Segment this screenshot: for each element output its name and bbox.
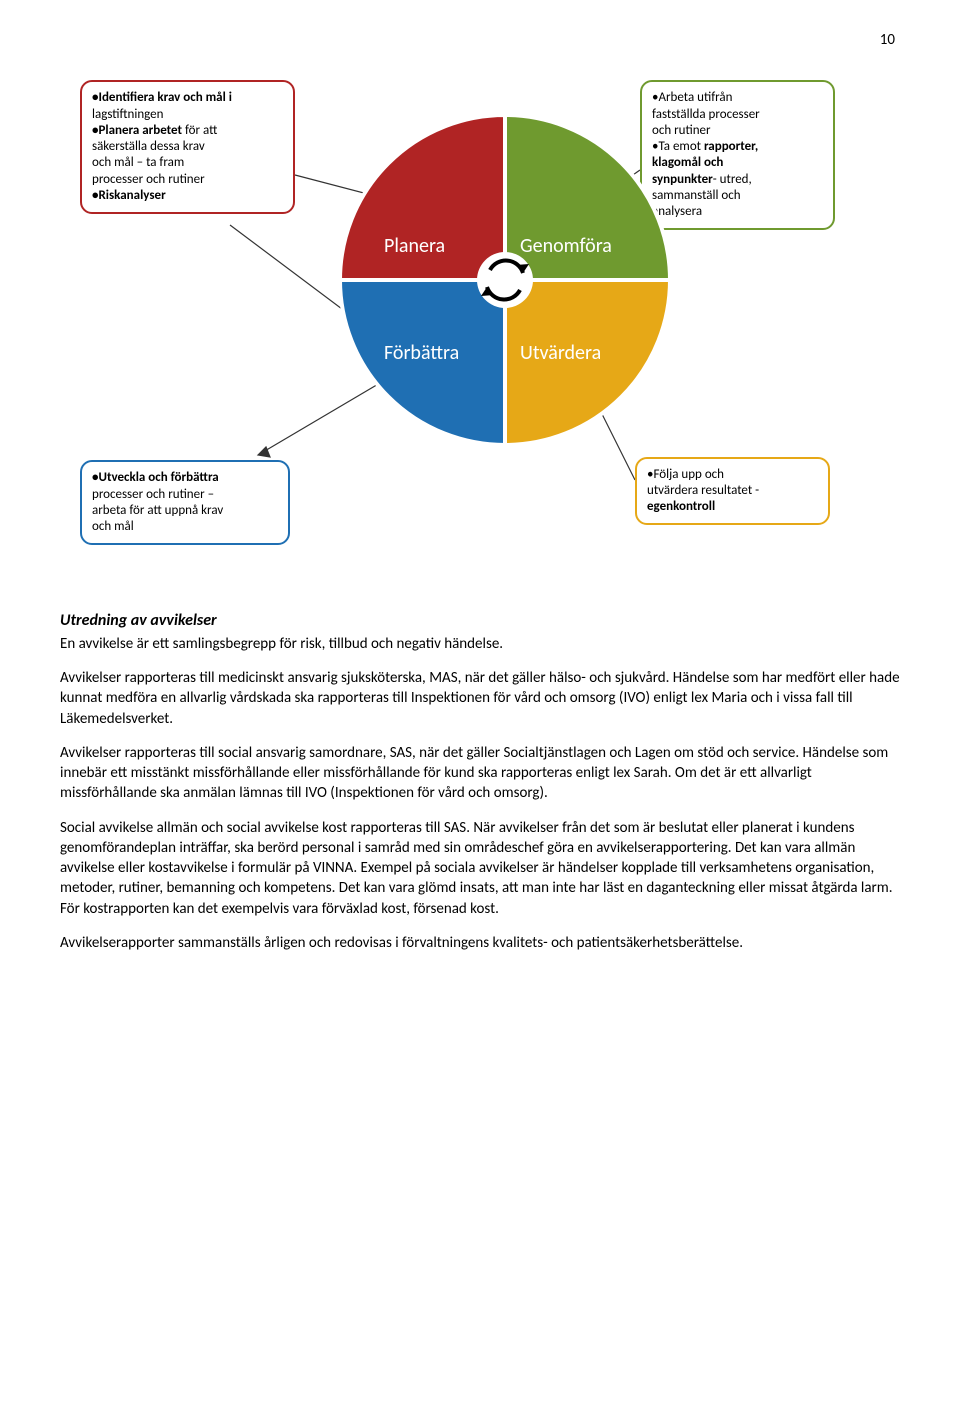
- callout-forbattra: •Utveckla och förbättra processer och ru…: [80, 460, 290, 545]
- slice-label-genomfora: Genomföra: [520, 233, 612, 260]
- slice-label-utvardera: Utvärdera: [520, 340, 601, 367]
- paragraph-2: Avvikelser rapporteras till medicinskt a…: [60, 668, 900, 729]
- callout-utvardera: •Följa upp och utvärdera resultatet - eg…: [635, 457, 830, 526]
- paragraph-5: Avvikelserapporter sammanställs årligen …: [60, 933, 900, 953]
- txt: för att: [182, 123, 217, 138]
- txt: och mål – ta fram: [92, 155, 184, 170]
- txt: lagstiftningen: [92, 107, 163, 122]
- slice-label-planera: Planera: [384, 233, 445, 260]
- pdca-pie: Planera Genomföra Förbättra Utvärdera: [340, 115, 670, 445]
- txt: rapporter,: [704, 139, 758, 154]
- txt: egenkontroll: [647, 499, 715, 514]
- pdca-diagram: •Identifiera krav och mål i lagstiftning…: [80, 60, 880, 580]
- txt: •Följa upp och: [647, 467, 724, 482]
- section-title: Utredning av avvikelser: [60, 610, 900, 632]
- paragraph-4: Social avvikelse allmän och social avvik…: [60, 818, 900, 919]
- txt: processer och rutiner: [92, 172, 205, 187]
- page-number: 10: [60, 30, 900, 50]
- txt: •Riskanalyser: [92, 188, 166, 203]
- txt: •Arbeta utifrån: [652, 90, 732, 105]
- txt: säkerställa dessa krav: [92, 139, 205, 154]
- txt: •Utveckla och förbättra: [92, 470, 219, 485]
- txt: •Identifiera krav och mål i: [92, 90, 232, 105]
- slice-label-forbattra: Förbättra: [384, 340, 459, 367]
- callout-planera: •Identifiera krav och mål i lagstiftning…: [80, 80, 295, 214]
- txt: •Planera arbetet: [92, 123, 182, 138]
- txt: och mål: [92, 519, 134, 534]
- paragraph-1: En avvikelse är ett samlingsbegrepp för …: [60, 634, 900, 654]
- txt: - utred,: [713, 172, 752, 187]
- txt: processer och rutiner –: [92, 487, 214, 502]
- paragraph-3: Avvikelser rapporteras till social ansva…: [60, 743, 900, 804]
- txt: arbeta för att uppnå krav: [92, 503, 223, 518]
- txt: utvärdera resultatet -: [647, 483, 759, 498]
